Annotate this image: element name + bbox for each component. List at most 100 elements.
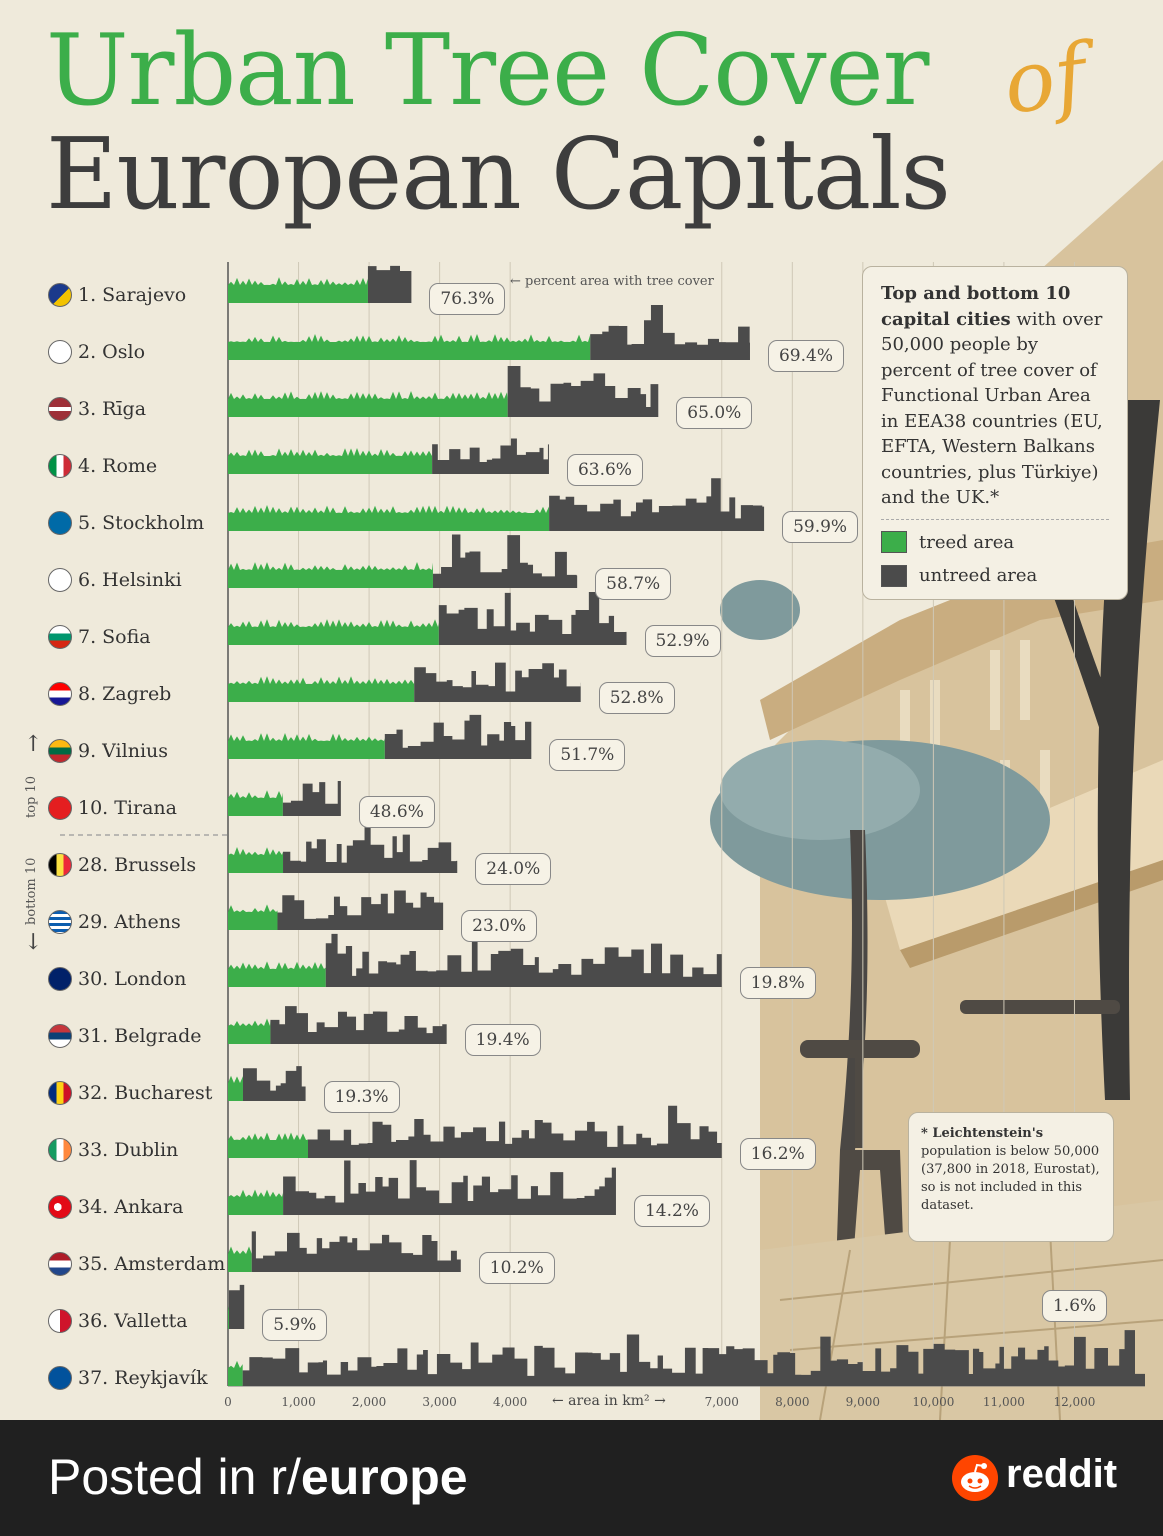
row-label-text: 31. Belgrade (78, 1025, 202, 1047)
untreed-bar (367, 265, 412, 303)
untreed-bar (414, 662, 581, 702)
row-label: 35. Amsterdam (48, 1249, 225, 1279)
legend-label-treed: treed area (919, 531, 1015, 553)
title-line-2: European Capitals (46, 118, 951, 232)
untreed-swatch-icon (881, 564, 907, 587)
treed-bar (228, 1360, 243, 1386)
x-tick-label: 1,000 (281, 1395, 316, 1409)
legend-desc-rest: with over 50,000 people by percent of tr… (881, 308, 1103, 509)
malta-flag-icon (48, 1309, 72, 1333)
netherlands-flag-icon (48, 1252, 72, 1276)
percent-annotation: ← percent area with tree cover (510, 274, 714, 289)
row-label: 37. Reykjavík (48, 1363, 208, 1393)
treed-bar (228, 790, 283, 816)
row-label-text: 1. Sarajevo (78, 284, 187, 306)
row-label-text: 6. Helsinki (78, 569, 182, 591)
row-label-text: 33. Dublin (78, 1139, 179, 1161)
row-label-text: 9. Vilnius (78, 740, 169, 762)
side-label-top: top 10 (24, 775, 39, 818)
legend-description: Top and bottom 10 capital cities with ov… (881, 281, 1109, 511)
percent-annotation-text: percent area with tree cover (525, 274, 714, 289)
treed-bar (228, 733, 385, 759)
row-label: 1. Sarajevo (48, 280, 186, 310)
lithuania-flag-icon (48, 739, 72, 763)
row-label-text: 32. Bucharest (78, 1082, 213, 1104)
latvia-flag-icon (48, 397, 72, 421)
untreed-bar (270, 1006, 447, 1044)
treed-bar (228, 847, 284, 873)
legend-desc-bold: Top and bottom 10 capital cities (881, 283, 1071, 330)
row-label: 34. Ankara (48, 1192, 183, 1222)
x-tick-label: 9,000 (845, 1395, 881, 1409)
legend-item-untreed: untreed area (881, 563, 1109, 589)
treed-bar (228, 505, 550, 531)
row-label-text: 29. Athens (78, 911, 181, 933)
bars-layer (228, 265, 1145, 1386)
serbia-flag-icon (48, 1024, 72, 1048)
row-label-text: 10. Tirana (78, 797, 177, 819)
croatia-flag-icon (48, 682, 72, 706)
treed-bar (228, 448, 433, 474)
percent-label: 1.6% (1042, 1290, 1108, 1322)
untreed-bar (549, 478, 765, 531)
row-label-text: 4. Rome (78, 455, 158, 477)
row-label: 28. Brussels (48, 850, 196, 880)
x-axis-label: ← area in km² → (552, 1393, 666, 1409)
untreed-bar (283, 1160, 616, 1215)
italy-flag-icon (48, 454, 72, 478)
norway-flag-icon (48, 340, 72, 364)
untreed-bar (438, 591, 627, 645)
percent-label: 48.6% (358, 796, 435, 828)
row-label-text: 30. London (78, 968, 187, 990)
turkey-flag-icon (48, 1195, 72, 1219)
row-label-text: 5. Stockholm (78, 512, 205, 534)
title-of: of (997, 24, 1093, 134)
footnote-box: * Leichtenstein's population is below 50… (908, 1112, 1114, 1242)
row-label-text: 36. Valletta (78, 1310, 188, 1332)
percent-label: 59.9% (782, 511, 859, 543)
reddit-wordmark[interactable]: reddit (1006, 1452, 1118, 1496)
legend-box: Top and bottom 10 capital cities with ov… (862, 266, 1128, 600)
row-label: 30. London (48, 964, 186, 994)
row-label: 2. Oslo (48, 337, 145, 367)
percent-label: 63.6% (566, 454, 643, 486)
row-label: 36. Valletta (48, 1306, 188, 1336)
subreddit-name[interactable]: europe (300, 1449, 468, 1505)
treed-bar (228, 1306, 229, 1329)
title-line-1: Urban Tree Cover (46, 14, 929, 128)
untreed-bar (251, 1231, 461, 1272)
x-tick-label: 8,000 (775, 1395, 810, 1409)
percent-label: 14.2% (633, 1195, 710, 1227)
side-label-bottom: bottom 10 (24, 857, 39, 925)
row-label: 6. Helsinki (48, 565, 182, 595)
treed-bar (228, 904, 278, 930)
iceland-flag-icon (48, 1366, 72, 1390)
treed-bar (228, 391, 508, 417)
treed-bar (228, 1132, 308, 1158)
romania-flag-icon (48, 1081, 72, 1105)
x-tick-label: 11,000 (982, 1395, 1025, 1409)
row-label: 32. Bucharest (48, 1078, 212, 1108)
row-label-text: 34. Ankara (78, 1196, 184, 1218)
greece-flag-icon (48, 910, 72, 934)
row-label-text: 28. Brussels (78, 854, 197, 876)
untreed-bar (283, 818, 458, 873)
row-label: 9. Vilnius (48, 736, 168, 766)
reddit-logo-icon[interactable] (952, 1455, 998, 1501)
footnote-bold: * Leichtenstein's (921, 1126, 1044, 1141)
treed-bar (228, 619, 439, 645)
row-label-text: 35. Amsterdam (78, 1253, 226, 1275)
percent-label: 10.2% (478, 1252, 555, 1284)
percent-label: 58.7% (595, 568, 672, 600)
percent-label: 52.9% (644, 625, 721, 657)
finland-flag-icon (48, 568, 72, 592)
row-label: 5. Stockholm (48, 508, 204, 538)
percent-label: 16.2% (739, 1138, 816, 1170)
untreed-bar (242, 1330, 1145, 1386)
treed-bar (228, 1018, 271, 1044)
x-tick-label: 10,000 (912, 1395, 955, 1409)
treed-bar (228, 676, 415, 702)
row-label-text: 2. Oslo (78, 341, 146, 363)
row-label: 4. Rome (48, 451, 157, 481)
untreed-bar (307, 1105, 722, 1158)
